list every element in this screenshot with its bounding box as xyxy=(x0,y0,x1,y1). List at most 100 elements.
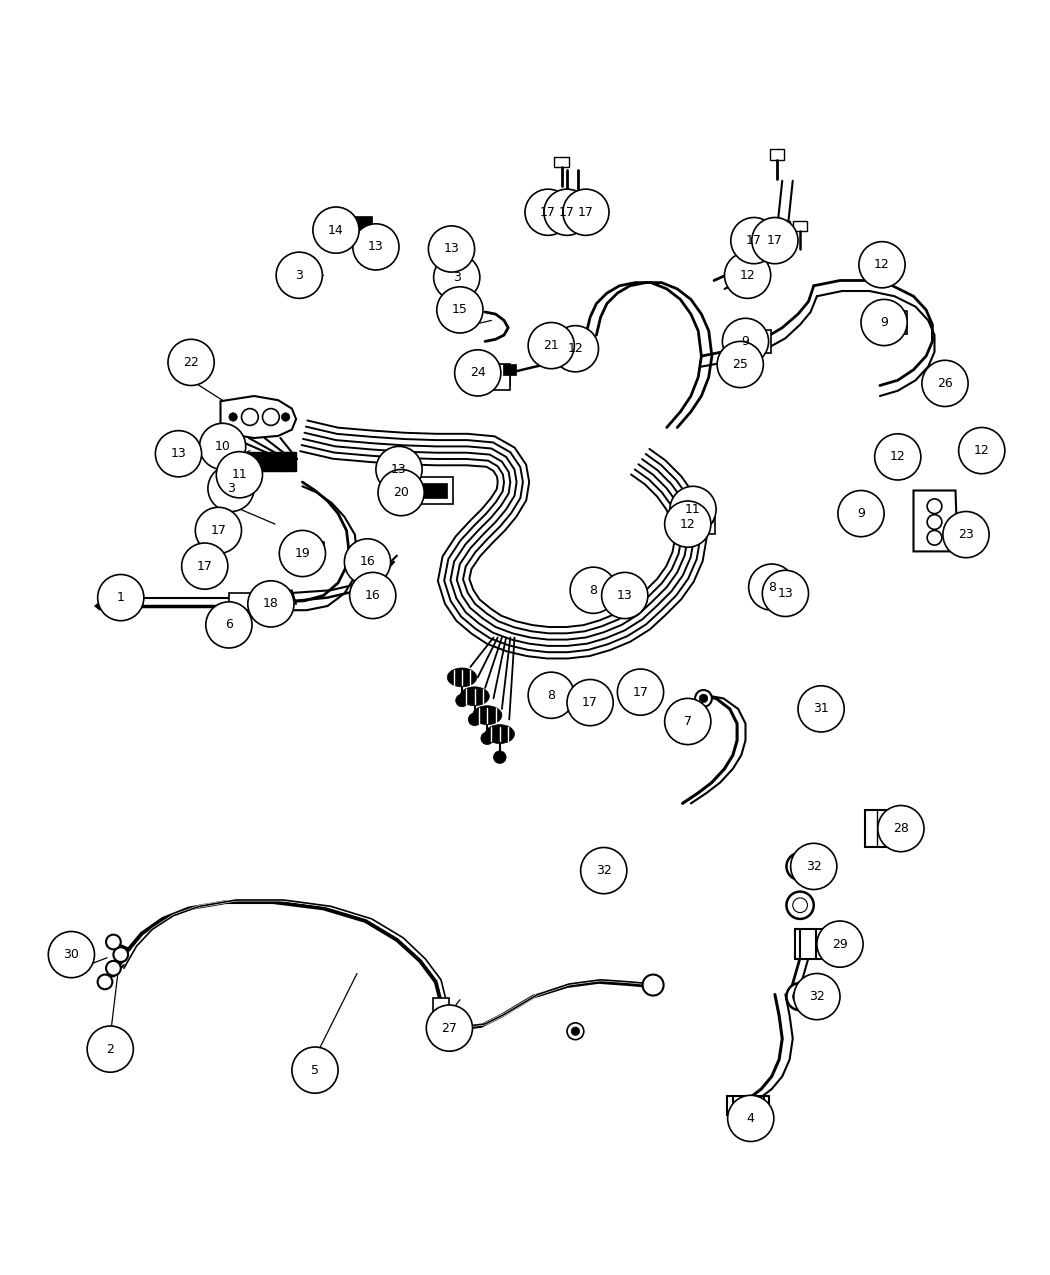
Circle shape xyxy=(378,469,424,515)
Text: 17: 17 xyxy=(559,205,575,219)
Text: 17: 17 xyxy=(632,686,649,699)
Bar xyxy=(531,687,571,704)
Circle shape xyxy=(581,848,627,894)
Circle shape xyxy=(689,515,697,524)
Bar xyxy=(752,579,792,595)
Bar xyxy=(844,502,878,525)
Circle shape xyxy=(847,509,858,519)
Circle shape xyxy=(643,974,664,996)
Text: 8: 8 xyxy=(768,580,776,594)
Text: 5: 5 xyxy=(311,1063,319,1076)
Bar xyxy=(688,500,698,519)
Text: 3: 3 xyxy=(295,269,303,282)
Text: 17: 17 xyxy=(210,524,227,537)
Bar xyxy=(437,242,466,255)
Circle shape xyxy=(617,669,664,715)
Text: 26: 26 xyxy=(937,377,953,390)
Bar xyxy=(700,500,711,519)
Text: 17: 17 xyxy=(540,205,557,219)
Bar xyxy=(353,217,372,230)
Circle shape xyxy=(859,242,905,288)
Bar xyxy=(559,337,592,361)
Bar xyxy=(554,157,569,167)
Text: 16: 16 xyxy=(359,556,376,569)
Text: 29: 29 xyxy=(832,937,848,951)
Text: 3: 3 xyxy=(453,270,461,284)
Bar xyxy=(503,365,516,375)
Circle shape xyxy=(376,446,422,492)
Text: 13: 13 xyxy=(777,586,794,601)
Bar xyxy=(413,477,453,504)
Bar xyxy=(272,593,291,611)
Bar xyxy=(229,593,258,611)
Text: 12: 12 xyxy=(890,450,905,463)
Circle shape xyxy=(168,339,214,385)
Circle shape xyxy=(281,413,290,421)
Circle shape xyxy=(922,361,968,407)
Circle shape xyxy=(786,853,814,880)
Text: 15: 15 xyxy=(452,303,468,316)
Text: 12: 12 xyxy=(874,259,890,272)
Circle shape xyxy=(456,694,468,706)
Bar xyxy=(494,365,510,390)
Bar xyxy=(266,451,276,470)
Polygon shape xyxy=(914,491,958,551)
Circle shape xyxy=(344,539,391,585)
Text: 6: 6 xyxy=(225,618,233,631)
Circle shape xyxy=(87,1026,133,1072)
Circle shape xyxy=(481,732,494,745)
Bar xyxy=(278,451,289,470)
Polygon shape xyxy=(220,397,296,439)
Bar xyxy=(874,311,907,334)
Circle shape xyxy=(98,575,144,621)
Bar xyxy=(253,451,264,470)
Bar xyxy=(793,221,807,231)
Text: 17: 17 xyxy=(746,235,762,247)
Circle shape xyxy=(552,325,598,372)
Circle shape xyxy=(48,932,94,978)
Circle shape xyxy=(927,499,942,514)
Circle shape xyxy=(665,501,711,547)
Circle shape xyxy=(248,581,294,627)
Circle shape xyxy=(695,690,712,706)
Circle shape xyxy=(794,974,840,1020)
Circle shape xyxy=(731,218,777,264)
Text: 2: 2 xyxy=(106,1043,114,1056)
Circle shape xyxy=(528,323,574,368)
Bar xyxy=(770,585,801,602)
Circle shape xyxy=(927,530,942,546)
Circle shape xyxy=(195,507,242,553)
Bar xyxy=(361,241,391,254)
Text: 12: 12 xyxy=(680,518,695,530)
Circle shape xyxy=(793,989,807,1003)
Bar xyxy=(578,337,588,354)
Circle shape xyxy=(877,317,887,328)
Circle shape xyxy=(368,557,378,567)
Circle shape xyxy=(350,572,396,618)
Bar xyxy=(573,581,613,599)
Circle shape xyxy=(927,515,942,529)
Polygon shape xyxy=(265,590,296,606)
Circle shape xyxy=(437,287,483,333)
Circle shape xyxy=(98,974,112,989)
Text: 13: 13 xyxy=(617,589,632,602)
Text: 21: 21 xyxy=(544,339,559,352)
Circle shape xyxy=(722,319,769,365)
Text: 20: 20 xyxy=(393,486,410,499)
Circle shape xyxy=(428,226,475,272)
Circle shape xyxy=(869,256,878,265)
Circle shape xyxy=(817,921,863,968)
Circle shape xyxy=(563,189,609,236)
Circle shape xyxy=(665,699,711,745)
Bar xyxy=(775,221,790,231)
Circle shape xyxy=(875,434,921,479)
Text: 17: 17 xyxy=(766,235,783,247)
Circle shape xyxy=(749,564,795,611)
Text: 3: 3 xyxy=(227,482,235,495)
Ellipse shape xyxy=(447,668,477,687)
Circle shape xyxy=(793,898,807,913)
Circle shape xyxy=(786,983,814,1010)
Bar xyxy=(433,997,449,1012)
Text: 14: 14 xyxy=(328,223,344,237)
Text: 31: 31 xyxy=(813,703,830,715)
